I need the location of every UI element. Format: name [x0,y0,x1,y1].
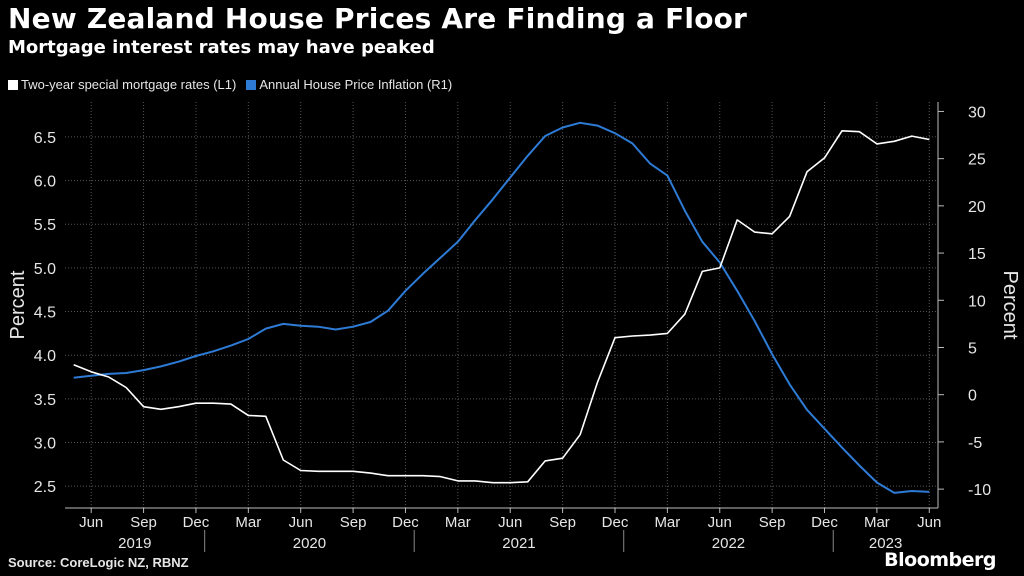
chart-subtitle: Mortgage interest rates may have peaked [8,37,435,58]
x-month-label: Sep [130,514,157,531]
y-right-tick-label: 30 [968,104,986,121]
y-left-tick-label: 2.5 [34,479,56,496]
x-month-label: Mar [864,514,890,531]
x-month-label: Dec [602,514,629,531]
y-left-tick-label: 3.5 [34,392,56,409]
y-right-tick-label: 5 [968,340,977,357]
legend-item-mortgage: Two-year special mortgage rates (L1) [8,77,236,92]
y-right-tick-label: 0 [968,388,977,405]
legend-swatch-house-price [246,79,257,90]
x-year-label: 2023 [869,535,902,552]
y-right-tick-label: -5 [968,435,982,452]
y-right-tick-label: 10 [968,293,986,310]
y-right-tick-label: -10 [968,482,991,499]
x-year-label: 2020 [293,535,326,552]
x-month-label: Sep [549,514,576,531]
brand-logo: Bloomberg [884,549,996,571]
x-month-label: Mar [235,514,261,531]
y-left-tick-label: 4.5 [34,305,56,322]
x-month-label: Sep [340,514,367,531]
y-left-tick-label: 3.0 [34,436,56,453]
y-left-tick-label: 6.0 [34,174,56,191]
x-month-label: Jun [289,514,313,531]
y-left-tick-label: 6.5 [34,130,56,147]
y-right-axis-title: Percent [999,271,1021,340]
chart-title: New Zealand House Prices Are Finding a F… [8,2,748,35]
x-month-label: Mar [445,514,471,531]
y-left-tick-label: 5.0 [34,261,56,278]
y-right-tick-label: 15 [968,246,986,263]
x-year-label: 2019 [118,535,151,552]
legend-item-house-price: Annual House Price Inflation (R1) [246,77,452,92]
x-month-label: Jun [498,514,522,531]
x-month-label: Dec [183,514,210,531]
source-note: Source: CoreLogic NZ, RBNZ [8,555,189,570]
x-month-label: Jun [79,514,103,531]
x-year-label: 2021 [502,535,535,552]
series-line-house-price [73,121,930,494]
legend-swatch-mortgage [8,79,18,90]
x-month-label: Dec [392,514,419,531]
x-year-label: 2022 [712,535,745,552]
y-right-tick-label: 20 [968,199,986,216]
legend: Two-year special mortgage rates (L1) Ann… [8,77,452,92]
x-month-label: Mar [654,514,680,531]
y-right-tick-label: 25 [968,152,986,169]
legend-label-mortgage: Two-year special mortgage rates (L1) [21,77,237,92]
series-line-mortgage [73,130,930,484]
x-month-label: Dec [811,514,838,531]
x-month-label: Jun [917,514,941,531]
y-left-tick-label: 5.5 [34,217,56,234]
legend-label-house-price: Annual House Price Inflation (R1) [259,77,453,92]
y-left-tick-label: 4.0 [34,348,56,365]
y-left-axis-title: Percent [7,270,29,339]
x-month-label: Jun [708,514,732,531]
x-month-label: Sep [759,514,786,531]
